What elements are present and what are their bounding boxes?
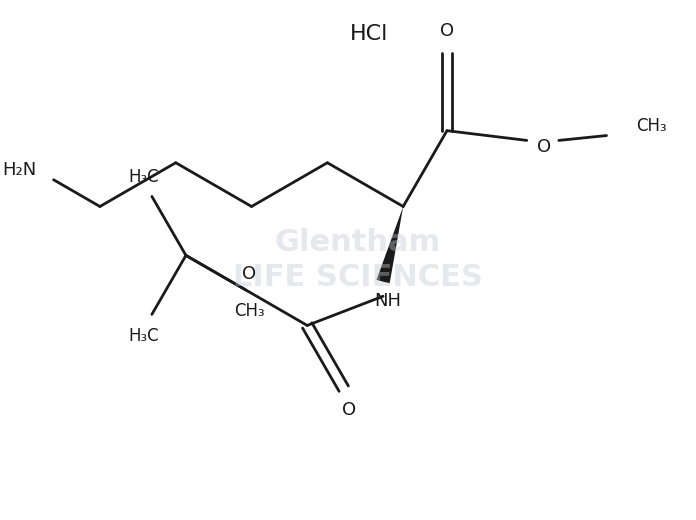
Text: O: O (537, 138, 551, 156)
Text: CH₃: CH₃ (635, 117, 666, 135)
Text: O: O (342, 401, 356, 419)
Text: NH: NH (374, 292, 402, 310)
Text: O: O (440, 22, 454, 41)
Text: H₃C: H₃C (129, 168, 159, 186)
Text: O: O (242, 265, 257, 283)
Text: HCl: HCl (350, 24, 388, 44)
Text: H₂N: H₂N (2, 161, 36, 179)
Text: Glentham
LIFE SCIENCES: Glentham LIFE SCIENCES (232, 228, 482, 292)
Text: CH₃: CH₃ (235, 302, 265, 320)
Text: H₃C: H₃C (129, 327, 159, 345)
Polygon shape (377, 206, 403, 283)
